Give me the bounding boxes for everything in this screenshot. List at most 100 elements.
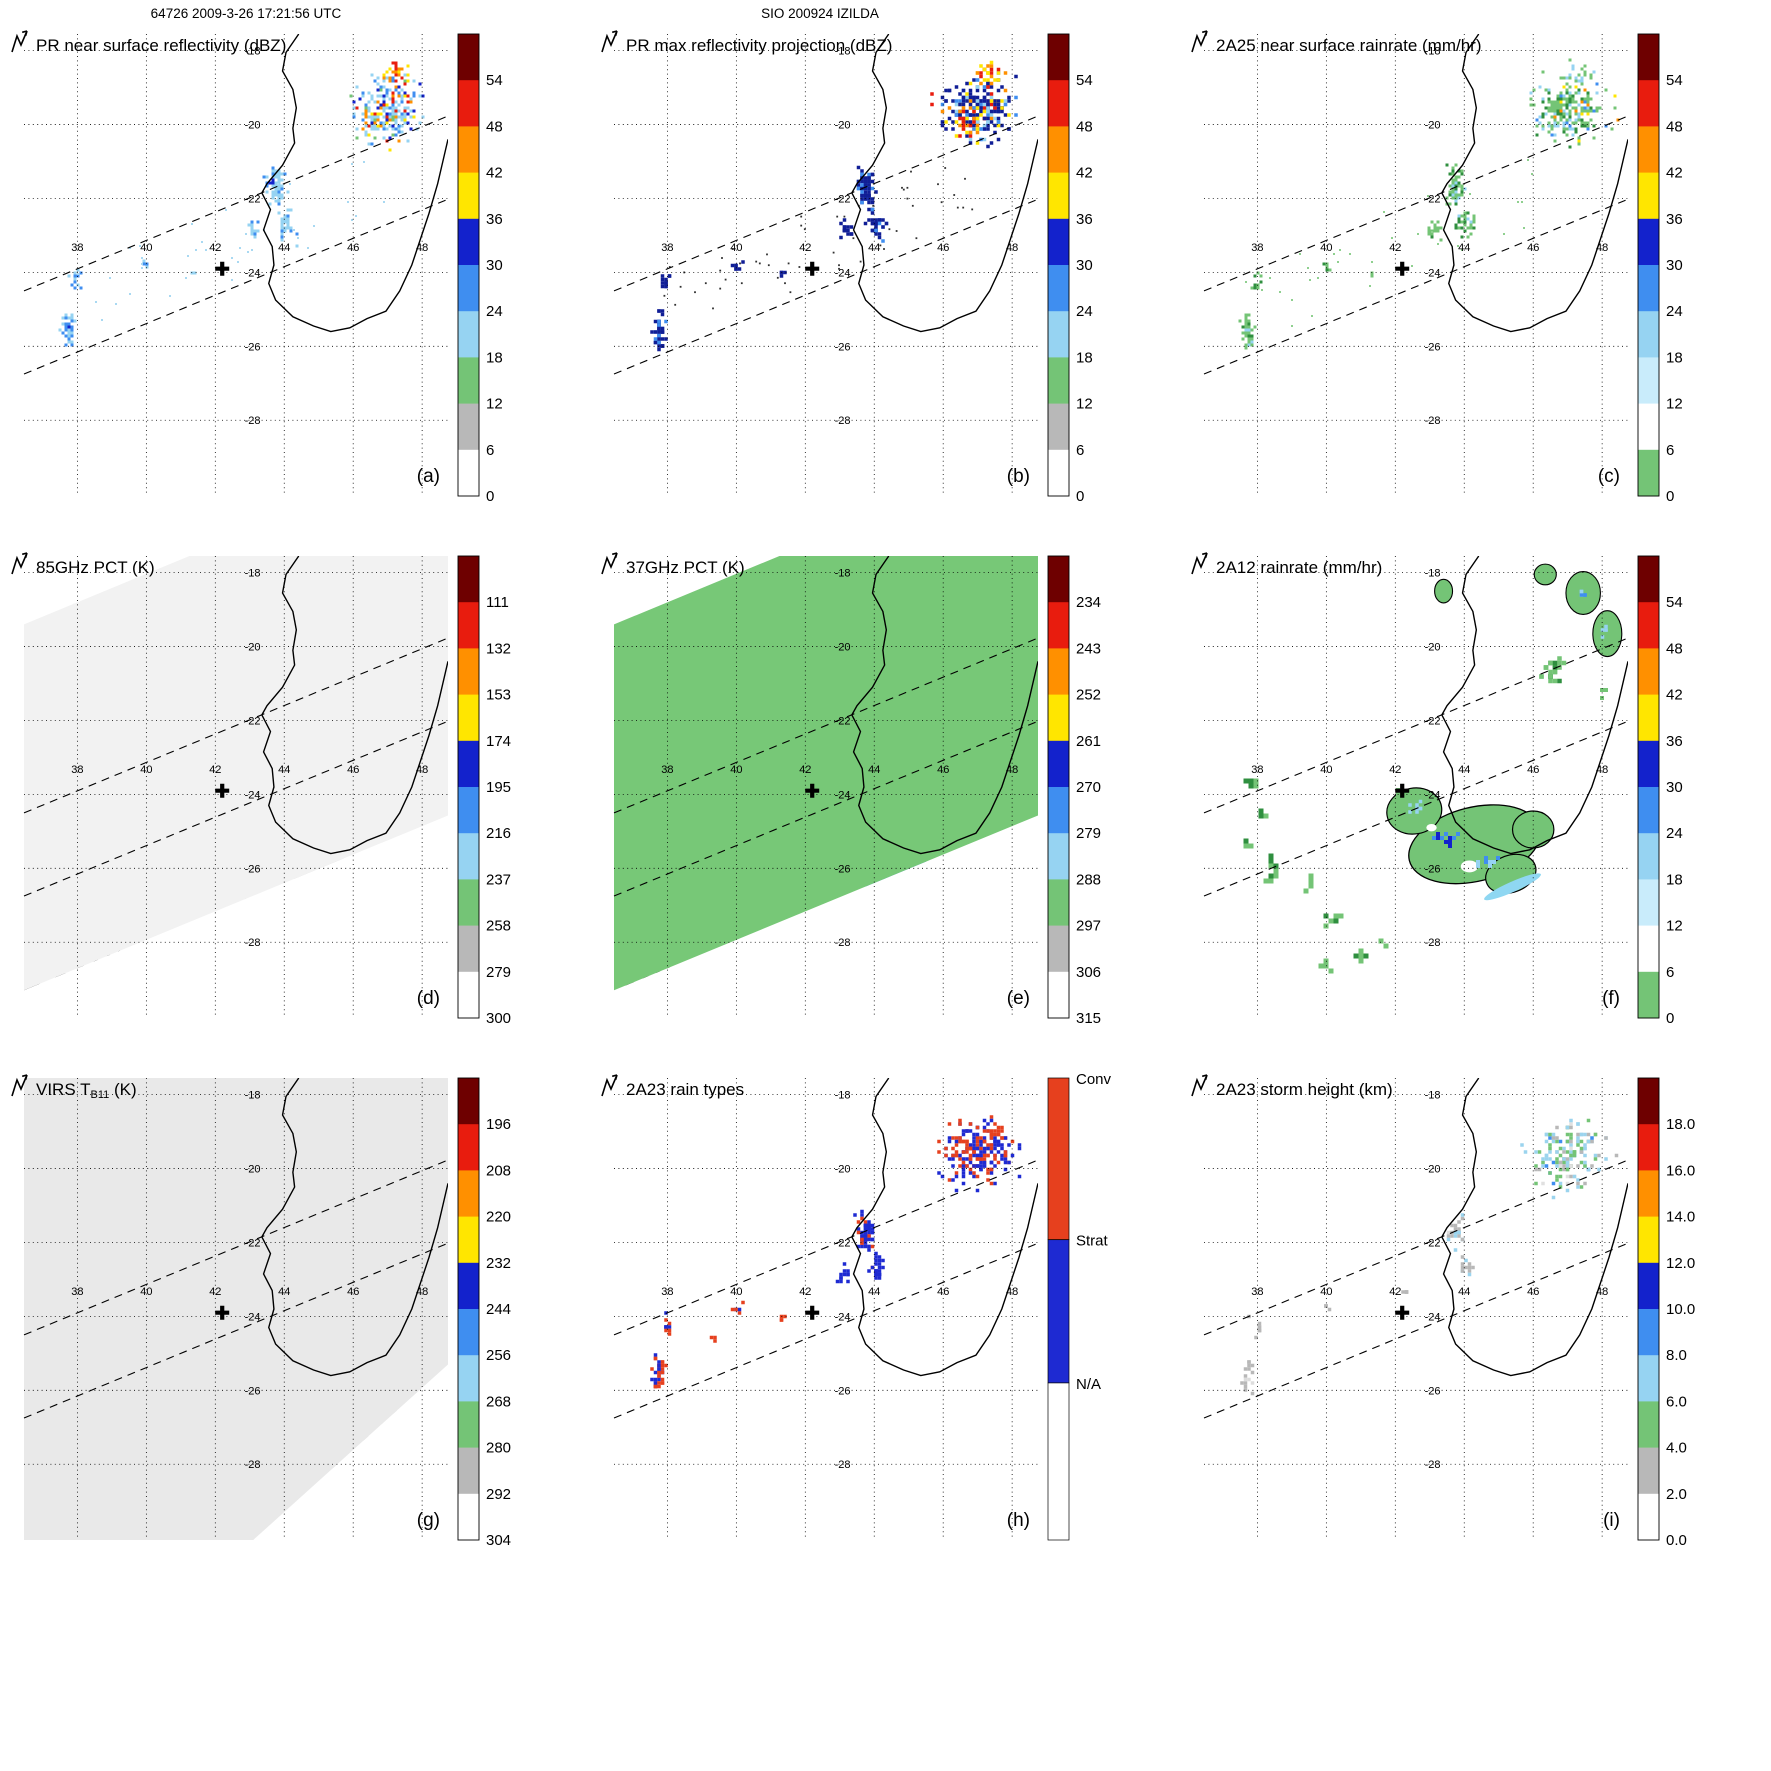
- lat-label: -22: [835, 715, 851, 727]
- data-speckle-cluster: [730, 260, 745, 271]
- lon-label: 40: [140, 764, 152, 776]
- lon-label: 46: [1527, 242, 1539, 254]
- colorbar-tick-label: 24: [486, 303, 503, 320]
- lat-label: -28: [835, 937, 851, 949]
- lon-label: 40: [730, 764, 742, 776]
- colorbar-segment: [1638, 172, 1659, 220]
- colorbar-tick-label: 36: [1666, 733, 1683, 750]
- colorbar-segment: [1047, 1077, 1070, 1241]
- lon-label: 38: [661, 1286, 673, 1298]
- data-speckle-cluster: [1600, 688, 1608, 700]
- colorbar-segment: [1638, 1309, 1659, 1356]
- wind-barb-icon: [601, 1074, 618, 1097]
- lat-label: -18: [245, 1090, 261, 1102]
- lat-label: -28: [835, 415, 851, 427]
- colorbar-tick-label: 258: [486, 918, 511, 935]
- colorbar-tick-label: 42: [1076, 165, 1093, 182]
- lon-label: 38: [71, 242, 83, 254]
- colorbar: 54 48 42 36 30 24 18 12 6 0: [1637, 33, 1683, 505]
- lon-label: 48: [1596, 1286, 1608, 1298]
- colorbar-segment: [1638, 1124, 1659, 1171]
- data-speckle-cluster: [910, 888, 930, 900]
- wind-barb-icon: [1191, 1074, 1208, 1097]
- colorbar-segment: [1048, 218, 1069, 266]
- lon-label: 46: [937, 764, 949, 776]
- colorbar-tick-label: 36: [486, 211, 503, 228]
- colorbar-tick-label: 268: [486, 1393, 511, 1410]
- colorbar-segment: [458, 602, 479, 649]
- lat-label: -28: [1425, 415, 1441, 427]
- swath-edge-lines: [23, 637, 449, 897]
- colorbar-segment: [458, 648, 479, 696]
- colorbar-segment: [1638, 787, 1659, 834]
- lat-label: -28: [245, 937, 261, 949]
- data-speckle-cluster: [1529, 70, 1620, 149]
- storm-center-marker: [215, 1305, 230, 1320]
- colorbar-tick-label: 18: [1076, 349, 1093, 366]
- panel-title: 2A12 rainrate (mm/hr): [1216, 558, 1382, 577]
- lon-label: 48: [1006, 764, 1018, 776]
- data-speckle-cluster: [361, 109, 383, 131]
- colorbar-segment: [1048, 556, 1069, 603]
- colorbar-segment: [1048, 172, 1069, 220]
- colorbar-tick-label: 48: [1666, 118, 1683, 135]
- colorbar-segment: [458, 265, 479, 312]
- colorbar-tick-label: 18: [486, 349, 503, 366]
- data-speckle-cluster: [1370, 271, 1374, 278]
- lat-label: -24: [1425, 1311, 1441, 1323]
- data-speckle-cluster: [664, 1311, 672, 1336]
- lon-label: 44: [868, 764, 880, 776]
- colorbar: 54 48 42 36 30 24 18 12 6 0: [457, 33, 503, 505]
- colorbar-tick-label: 6: [486, 442, 494, 459]
- wind-barb-icon: [1191, 552, 1208, 575]
- colorbar-segment: [1048, 311, 1069, 358]
- colorbar-segment: [1638, 648, 1659, 696]
- lon-label: 46: [347, 242, 359, 254]
- lat-label: -22: [1425, 715, 1441, 727]
- panel-letter: (i): [1603, 1510, 1620, 1531]
- coastline: [851, 34, 1038, 333]
- colorbar-tick-label: 12: [1666, 396, 1683, 413]
- lon-label: 38: [1251, 764, 1263, 776]
- colorbar-tick-label: 243: [1076, 640, 1101, 657]
- colorbar-segment: [458, 80, 479, 127]
- panel-e: 37GHz PCT (K) (e) 38 40 42 44 46 48 -18 -20 -22 -24…: [601, 552, 1101, 1027]
- lon-label: 42: [799, 1286, 811, 1298]
- wind-barb-icon: [1191, 30, 1208, 53]
- colorbar-tick-label: 24: [1076, 303, 1093, 320]
- lon-label: 48: [416, 1286, 428, 1298]
- graticule: [1204, 1078, 1628, 1540]
- storm-center-marker: [1395, 783, 1410, 798]
- lat-label: -26: [835, 863, 851, 875]
- data-speckle-cluster: [1324, 1304, 1332, 1312]
- colorbar-segment: [458, 1401, 479, 1449]
- lon-label: 44: [868, 1286, 880, 1298]
- lon-label: 40: [1320, 1286, 1332, 1298]
- panel-letter: (b): [1007, 466, 1030, 487]
- lat-label: -20: [1425, 1164, 1441, 1176]
- lat-label: -20: [245, 642, 261, 654]
- lat-label: -18: [1425, 1090, 1441, 1102]
- lon-label: 44: [1458, 242, 1470, 254]
- storm-center-marker: [805, 261, 820, 276]
- data-speckle-cluster: [58, 313, 77, 347]
- lon-label: 42: [1389, 242, 1401, 254]
- colorbar-tick-label: 18.0: [1666, 1116, 1695, 1133]
- data-speckle-cluster: [779, 270, 787, 278]
- lat-label: -24: [245, 1311, 261, 1323]
- colorbar-segment: [458, 879, 479, 927]
- storm-center-marker: [805, 783, 820, 798]
- panel-g: VIRS TB11 (K) (g) 38 40 42 44 46 48 -18 -20 -22 -24…: [11, 1074, 511, 1549]
- graticule: [1204, 34, 1628, 496]
- colorbar-segment: [1638, 403, 1659, 451]
- lat-label: -24: [835, 1311, 851, 1323]
- colorbar-segment: [458, 971, 479, 1019]
- colorbar-segment: [1638, 357, 1659, 405]
- data-speckle-cluster: [986, 1125, 1004, 1140]
- coastline: [261, 1078, 448, 1377]
- data-speckle-cluster: [650, 1353, 668, 1389]
- lon-label: 44: [1458, 764, 1470, 776]
- lat-label: -18: [245, 568, 261, 580]
- colorbar-tick-label: 48: [1076, 118, 1093, 135]
- swath-edge-lines: [613, 637, 1039, 897]
